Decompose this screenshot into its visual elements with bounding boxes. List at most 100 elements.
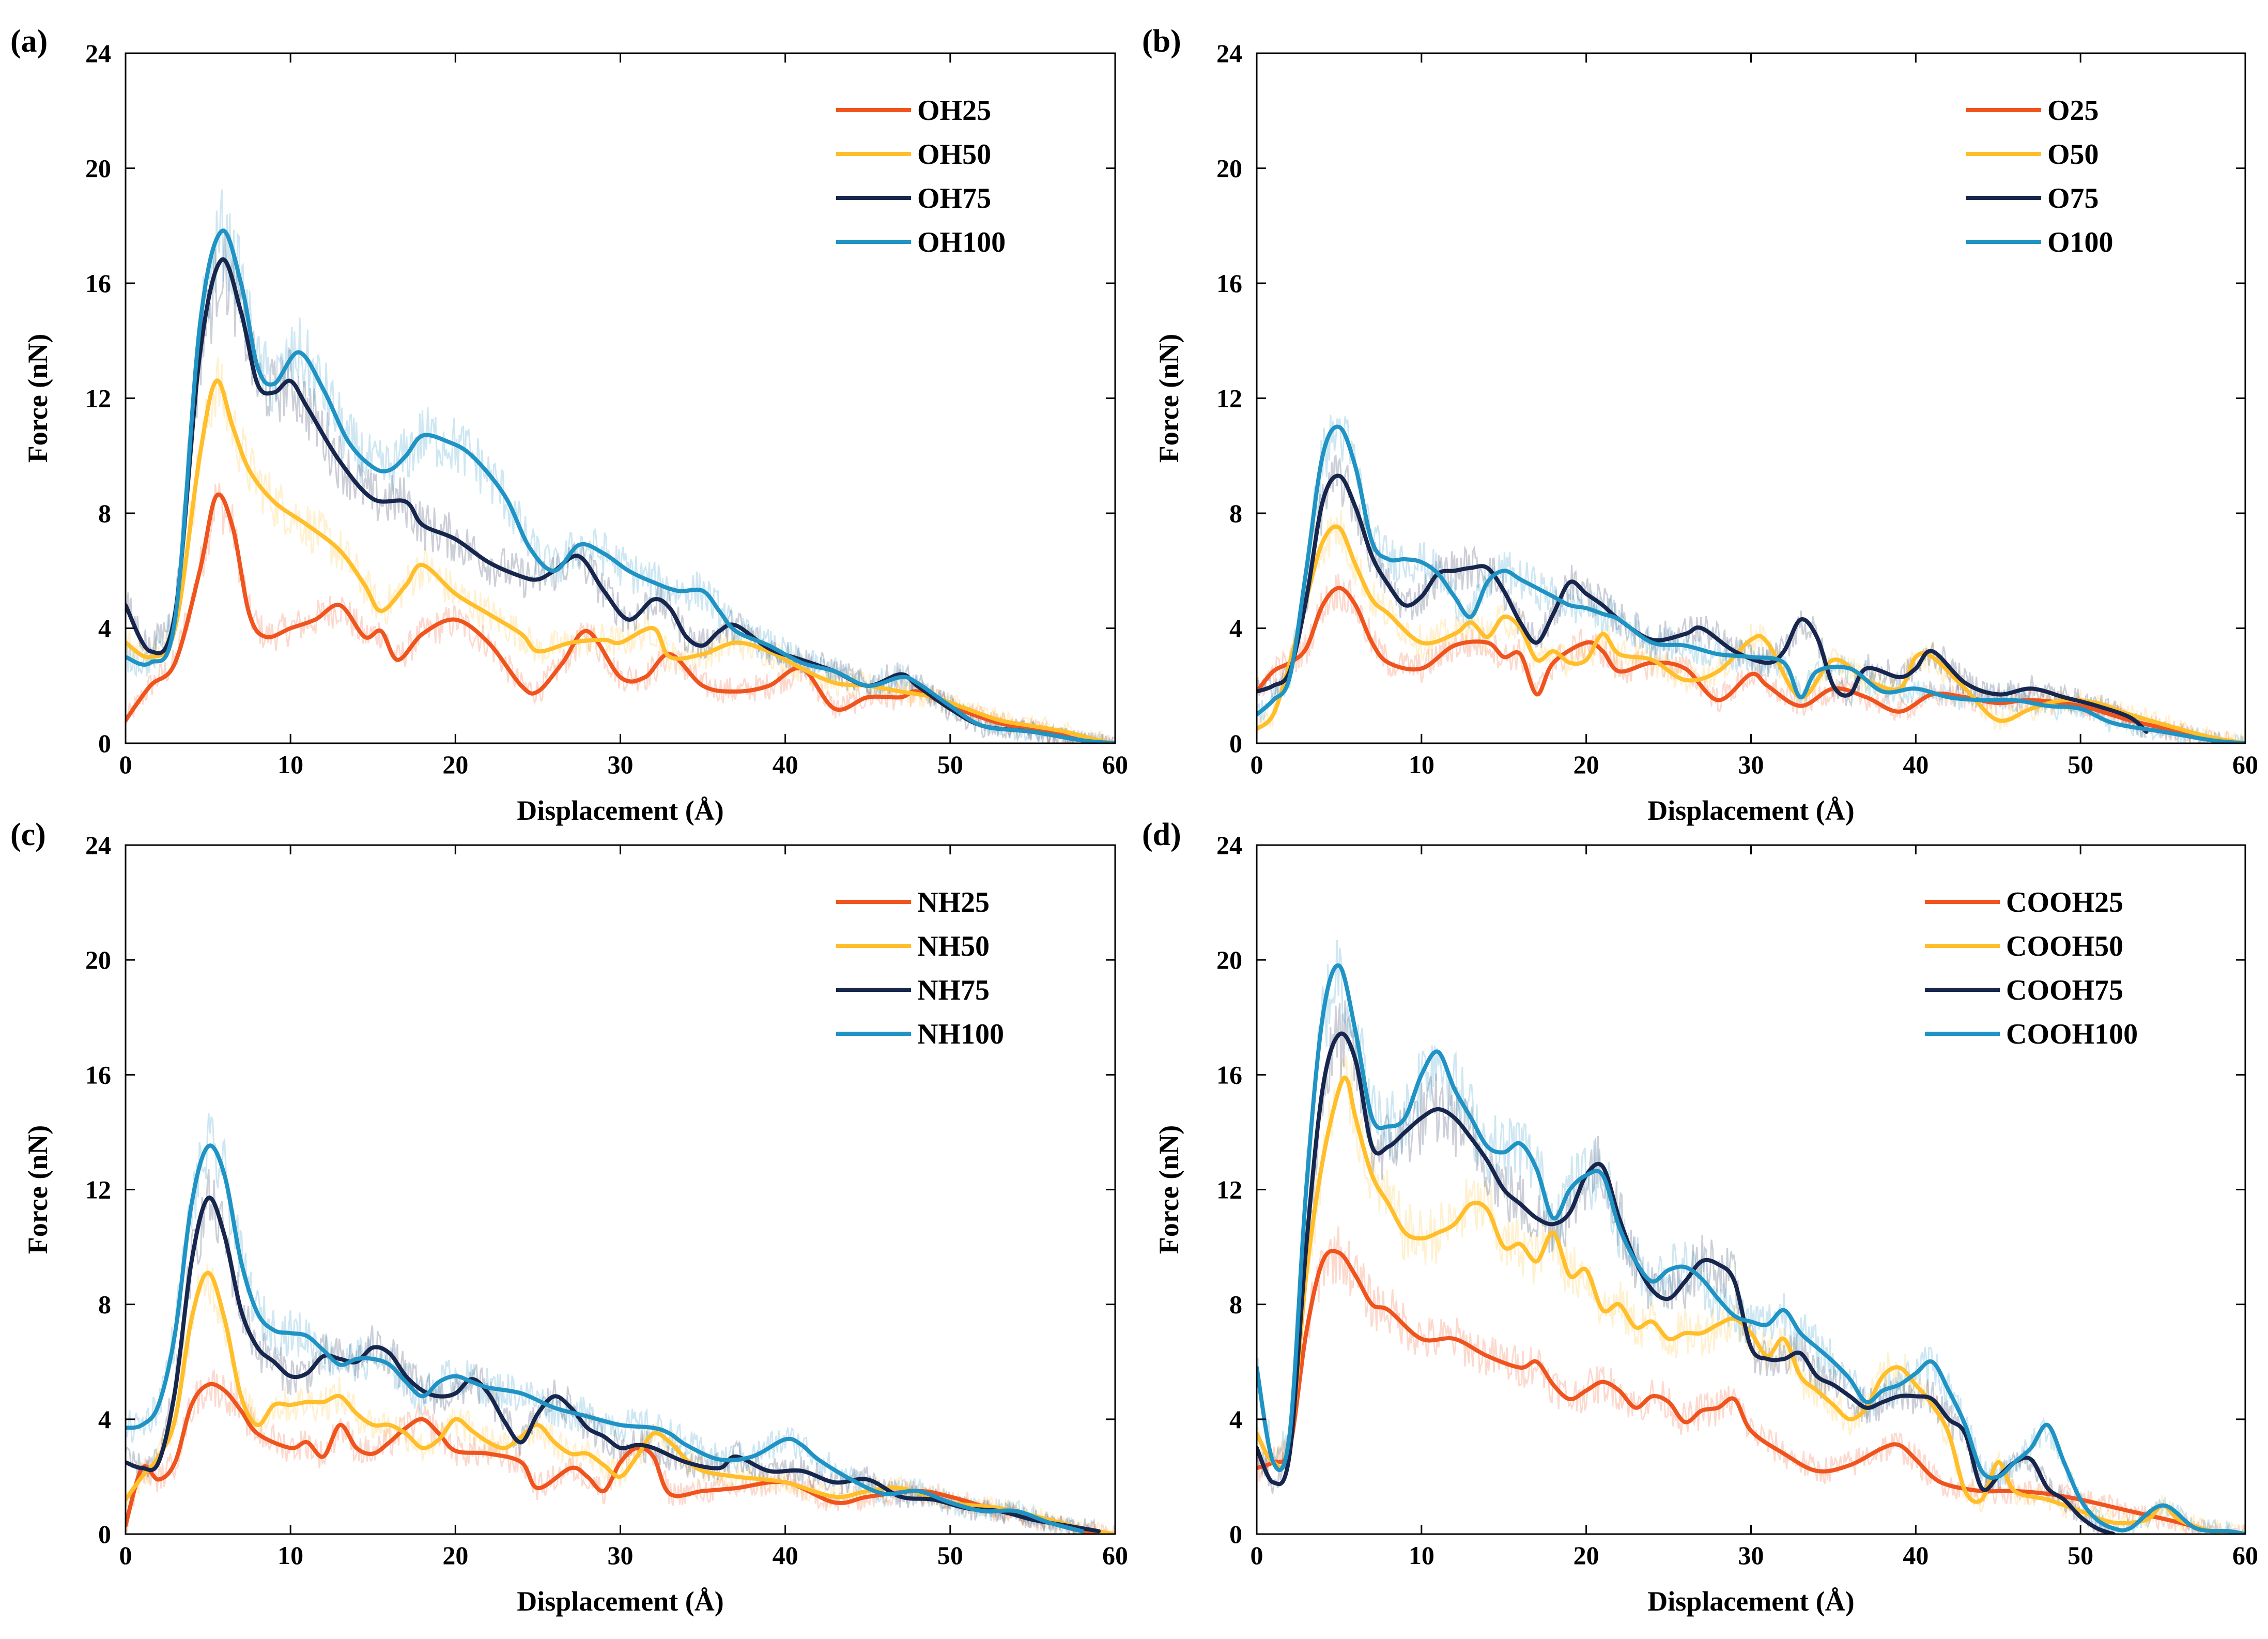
x-tick-label: 10 [1409, 750, 1434, 779]
series-line-OH100 [126, 228, 1115, 743]
y-tick-label: 24 [85, 831, 111, 860]
chart-panel-c: (c) 0 10 20 30 40 50 60 0 4 8 12 16 20 24 Displacement … [10, 817, 1128, 1617]
x-tick-label: 20 [1573, 1541, 1599, 1570]
x-tick-label: 60 [2232, 750, 2258, 779]
y-tick-label: 12 [1216, 1175, 1242, 1204]
x-tick-label: 10 [277, 1541, 303, 1570]
legend-label-O50: O50 [2047, 139, 2099, 171]
legend-label-COOH25: COOH25 [2006, 886, 2123, 918]
series-group [126, 189, 1115, 743]
y-tick-label: 24 [1216, 831, 1242, 860]
series-line-O100 [1257, 424, 2245, 743]
panel-label: (a) [10, 24, 48, 59]
x-tick-label: 30 [608, 750, 634, 779]
series-line-NH100 [126, 1143, 1085, 1534]
series-noise-NH100 [126, 1113, 1083, 1534]
x-tick-label: 40 [1903, 750, 1928, 779]
legend-label-OH50: OH50 [917, 139, 991, 171]
legend: COOH25 COOH50 COOH75 COOH100 [1925, 886, 2138, 1050]
series-line-OH25 [126, 492, 1115, 743]
x-tick-label: 40 [773, 1541, 798, 1570]
y-axis-title: Force (nN) [22, 1125, 53, 1254]
series-line-OH50 [126, 378, 1115, 743]
y-tick-label: 20 [1216, 945, 1242, 974]
series-noise-NH50 [126, 1263, 1115, 1534]
legend-label-NH75: NH75 [917, 974, 990, 1006]
chart-panel-a: (a) 0 10 20 30 40 50 60 0 4 8 12 16 20 24 Displacement … [10, 24, 1128, 826]
series-line-COOH75 [1257, 1031, 2116, 1534]
x-tick-label: 50 [2068, 1541, 2093, 1570]
y-tick-label: 16 [1216, 269, 1242, 298]
legend: OH25 OH50 OH75 OH100 [836, 95, 1006, 258]
x-tick-label: 0 [1251, 750, 1263, 779]
series-noise-OH75 [126, 228, 1115, 743]
y-tick-label: 8 [98, 499, 111, 528]
legend-label-NH100: NH100 [917, 1018, 1004, 1050]
y-tick-label: 8 [1229, 1290, 1242, 1319]
x-tick-label: 40 [773, 750, 798, 779]
x-tick-label: 30 [608, 1541, 634, 1570]
x-tick-label: 0 [1251, 1541, 1263, 1570]
series-group [1257, 415, 2245, 743]
legend-label-COOH50: COOH50 [2006, 930, 2123, 962]
x-tick-label: 60 [2232, 1541, 2258, 1570]
y-tick-label: 0 [98, 729, 111, 758]
series-noise-OH100 [126, 189, 1115, 743]
y-axis-title: Force (nN) [1153, 1125, 1184, 1254]
x-tick-label: 20 [1573, 750, 1599, 779]
legend-label-OH100: OH100 [917, 226, 1006, 258]
x-tick-label: 50 [937, 1541, 963, 1570]
y-tick-label: 12 [1216, 384, 1242, 413]
series-line-O50 [1257, 524, 2245, 743]
series-line-NH25 [126, 1382, 1115, 1534]
y-tick-label: 0 [98, 1520, 111, 1549]
y-tick-label: 24 [85, 39, 111, 68]
x-tick-label: 30 [1738, 1541, 1764, 1570]
series-noise-O100 [1257, 415, 2245, 743]
y-tick-label: 16 [85, 1060, 111, 1089]
x-tick-label: 30 [1738, 750, 1764, 779]
y-tick-label: 16 [1216, 1060, 1242, 1089]
y-tick-label: 12 [85, 384, 111, 413]
x-tick-label: 60 [1102, 750, 1128, 779]
panel-label: (c) [10, 817, 46, 852]
legend-label-O25: O25 [2047, 95, 2099, 127]
series-noise-O50 [1257, 510, 2245, 743]
series-line-COOH25 [1257, 1249, 2245, 1534]
x-tick-label: 50 [2068, 750, 2093, 779]
x-tick-label: 20 [442, 1541, 468, 1570]
x-axis-title: Displacement (Å) [517, 1586, 723, 1617]
y-tick-label: 0 [1229, 729, 1242, 758]
x-tick-label: 60 [1102, 1541, 1128, 1570]
series-line-O25 [1257, 586, 2245, 743]
y-tick-label: 4 [1229, 1405, 1242, 1434]
chart-panel-b: (b) 0 10 20 30 40 50 60 0 4 8 12 16 20 24 Displacement … [1142, 24, 2258, 826]
legend-label-NH25: NH25 [917, 886, 990, 918]
legend: O25 O50 O75 O100 [1966, 95, 2113, 258]
series-group [1257, 940, 2245, 1534]
x-tick-label: 40 [1903, 1541, 1928, 1570]
y-tick-label: 4 [98, 1405, 111, 1434]
series-line-COOH50 [1257, 1075, 2245, 1534]
legend: NH25 NH50 NH75 NH100 [836, 886, 1004, 1050]
panel-label: (d) [1142, 817, 1181, 852]
series-line-NH75 [126, 1196, 1101, 1534]
legend-label-O75: O75 [2047, 182, 2099, 215]
series-group [126, 1113, 1115, 1534]
x-tick-label: 50 [937, 750, 963, 779]
y-tick-label: 0 [1229, 1520, 1242, 1549]
y-tick-label: 8 [98, 1290, 111, 1319]
x-axis-title: Displacement (Å) [1647, 1586, 1854, 1617]
legend-label-OH75: OH75 [917, 182, 991, 215]
series-line-O75 [1257, 473, 2149, 734]
y-tick-label: 8 [1229, 499, 1242, 528]
y-axis-title: Force (nN) [22, 334, 53, 463]
x-axis-title: Displacement (Å) [1647, 795, 1854, 826]
y-axis-title: Force (nN) [1153, 334, 1184, 463]
series-line-NH50 [126, 1270, 1115, 1534]
y-tick-label: 4 [1229, 614, 1242, 643]
y-tick-label: 24 [1216, 39, 1242, 68]
y-tick-label: 16 [85, 269, 111, 298]
legend-label-NH50: NH50 [917, 930, 990, 962]
